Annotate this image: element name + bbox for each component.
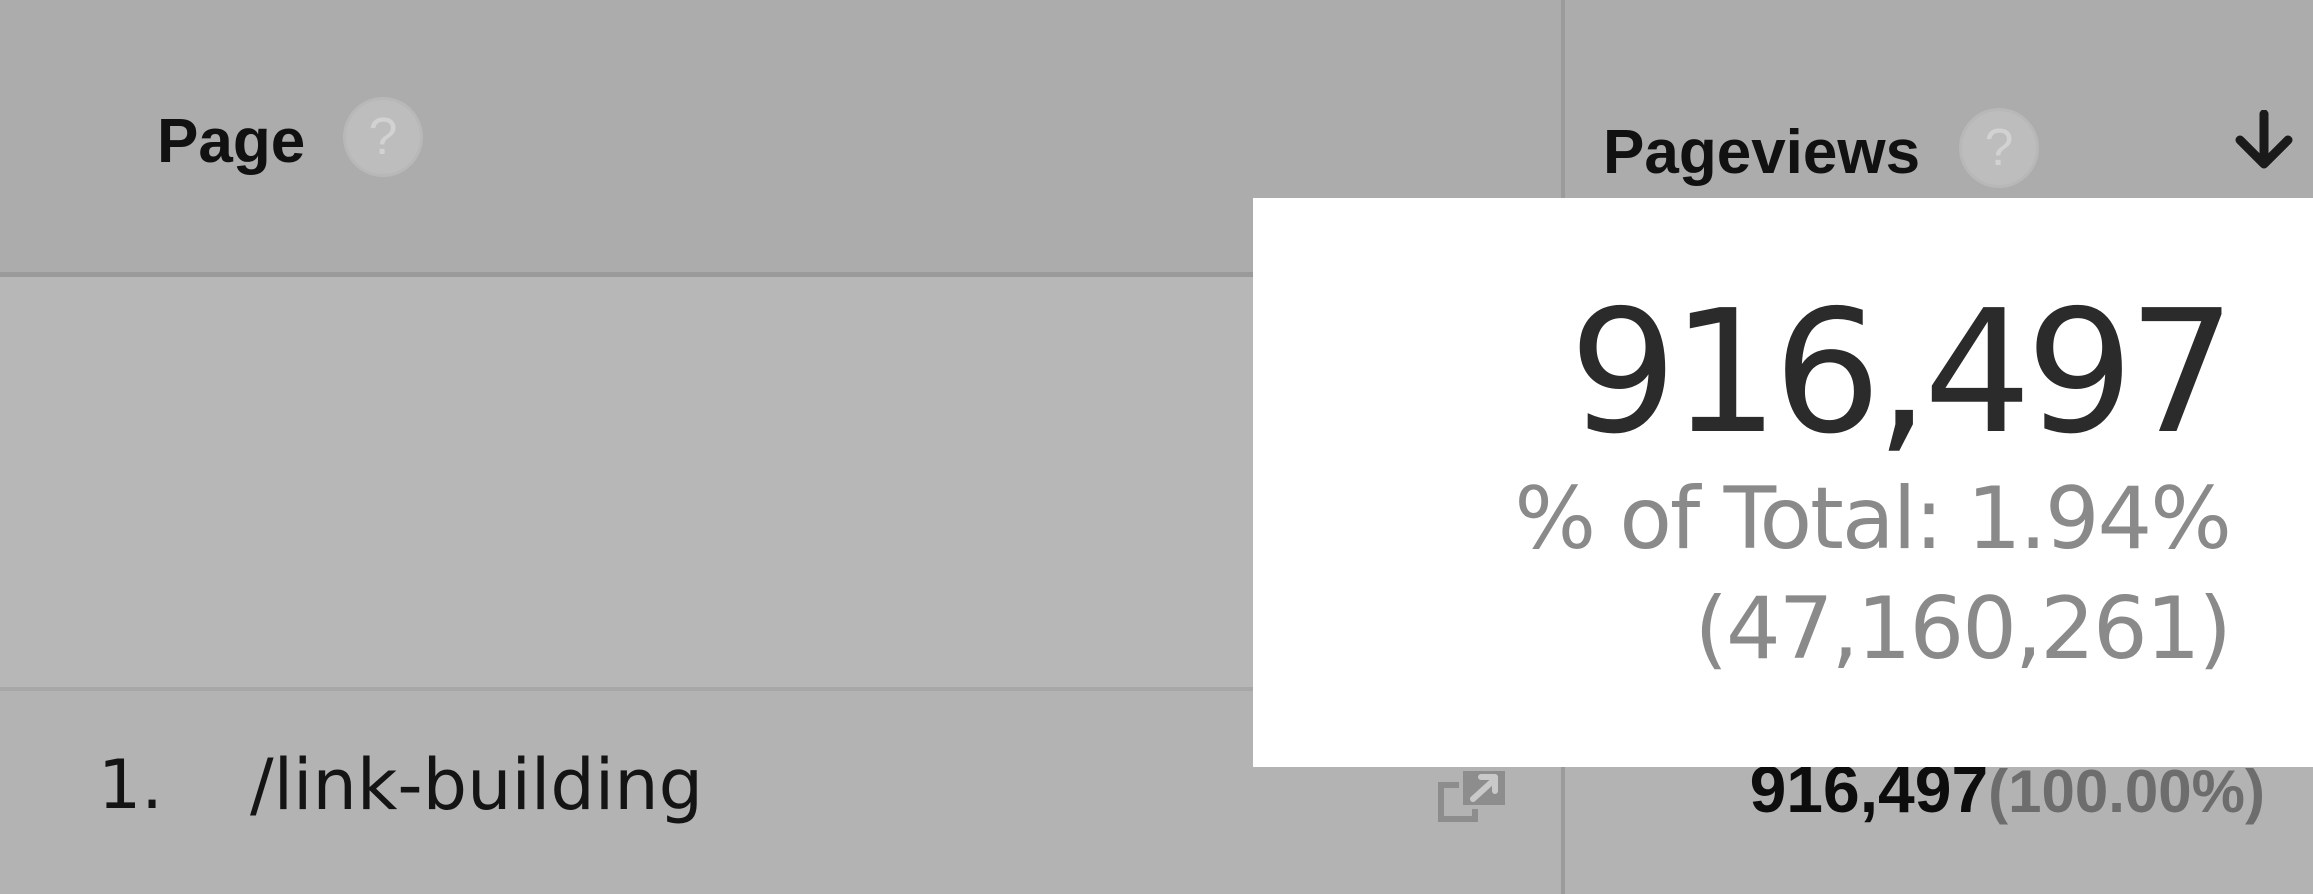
question-mark-icon[interactable]: ?	[343, 97, 423, 177]
summary-total: 916,497	[1569, 274, 2236, 472]
summary-grand-total: (47,160,261)	[1694, 579, 2232, 679]
open-in-new-window-icon[interactable]	[1437, 763, 1513, 836]
pageviews-percent: (100.00%)	[1988, 758, 2265, 825]
summary-popup: 916,497 % of Total: 1.94% (47,160,261)	[1253, 198, 2313, 767]
page-link[interactable]: /link-building	[250, 744, 704, 826]
row-index: 1.	[98, 746, 163, 825]
pageviews-cell: 916,497(100.00%)	[1750, 756, 2265, 822]
column-header-page[interactable]: Page	[157, 107, 306, 176]
summary-percent-of-total: % of Total: 1.94%	[1514, 469, 2232, 569]
column-header-pageviews[interactable]: Pageviews	[1603, 118, 1921, 187]
row-divider	[0, 687, 1563, 691]
pageviews-value: 916,497	[1749, 752, 1989, 826]
arrow-down-icon[interactable]	[2232, 110, 2296, 172]
question-mark-icon[interactable]: ?	[1959, 108, 2039, 188]
header-divider	[0, 272, 1563, 277]
